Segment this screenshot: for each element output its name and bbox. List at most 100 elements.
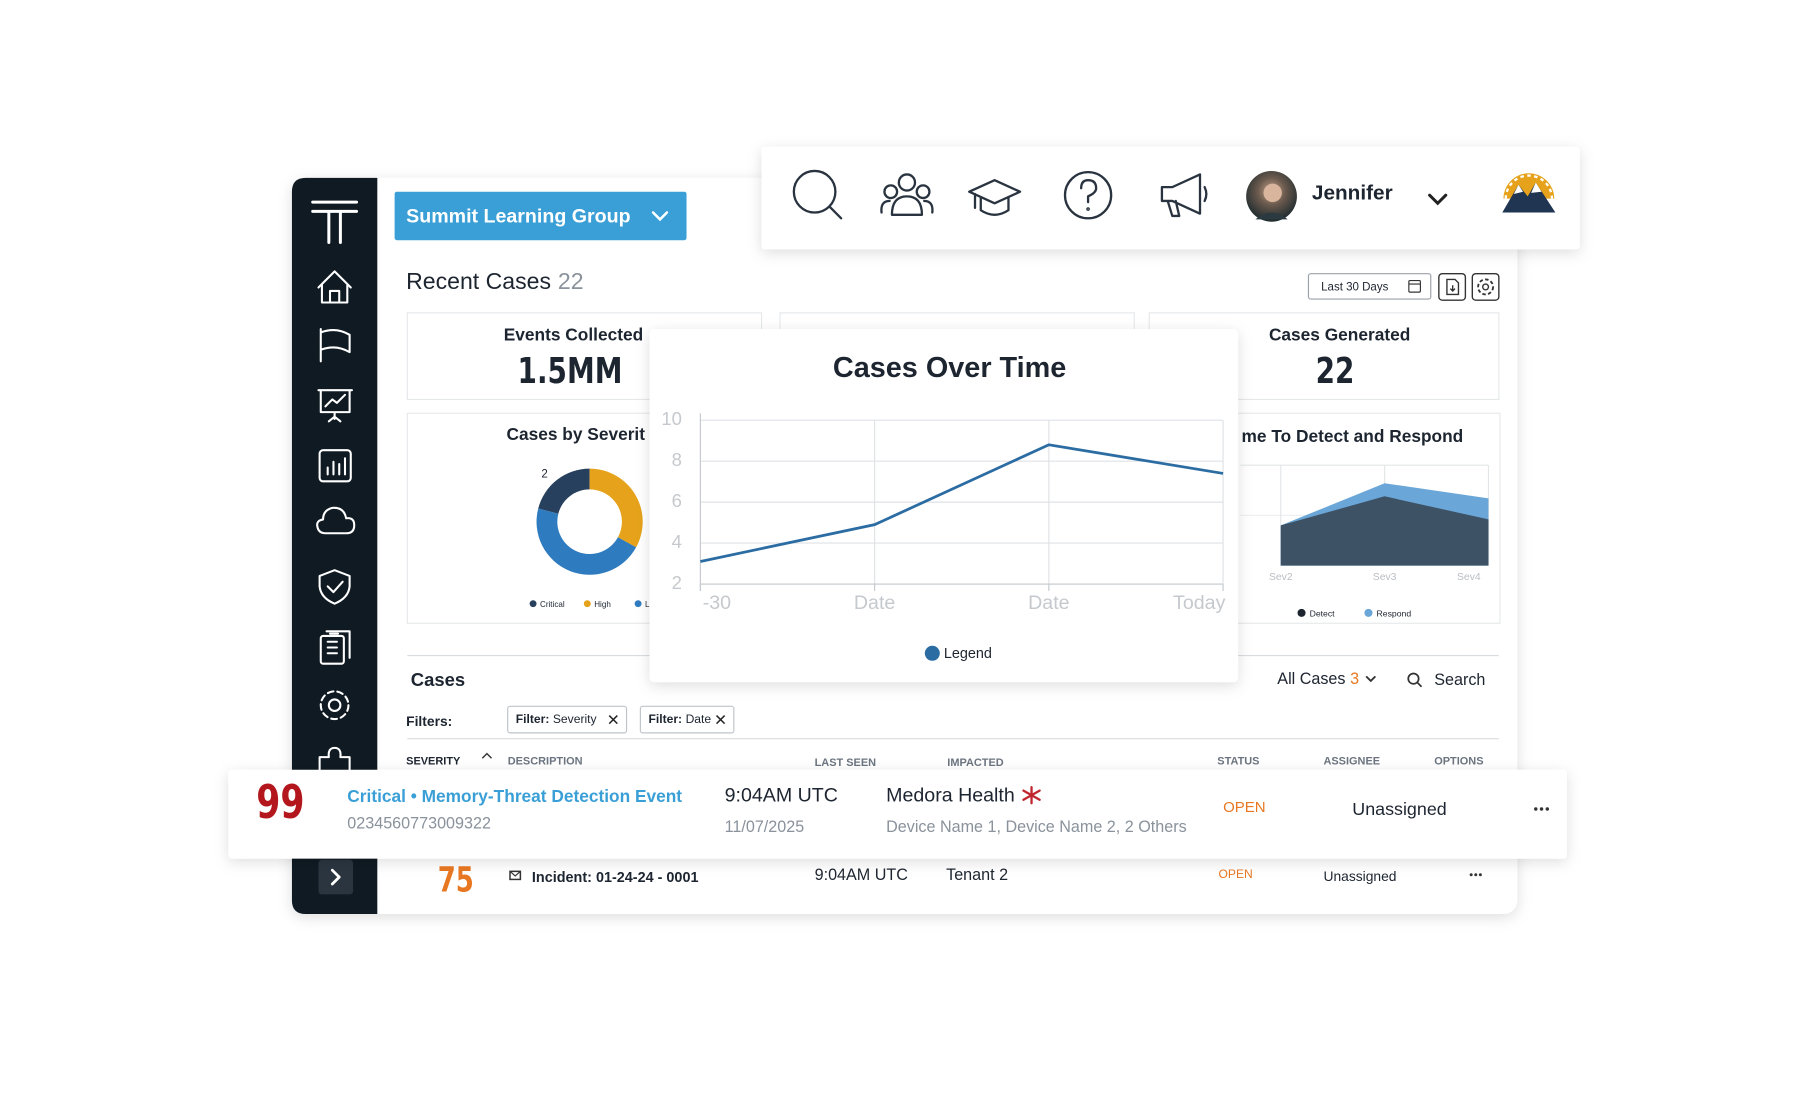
user-menu[interactable]: Jennifer [1246,170,1448,222]
export-button[interactable] [1438,272,1467,301]
filter-chip-part[interactable] [639,705,735,734]
nav-analytics[interactable] [318,449,352,483]
row-options-part[interactable] [1474,873,1478,877]
search-part[interactable] [1416,682,1423,688]
nav-settings[interactable] [319,690,350,721]
line-chart-card: Cases Over Time [649,329,1239,683]
impacted: Tenant 2 [946,866,1008,884]
date-range-part[interactable] [1408,280,1421,293]
settings-button[interactable] [1471,272,1500,301]
users-icon-part[interactable] [880,195,934,216]
search-icon-part[interactable] [792,169,837,214]
settings-button-part[interactable] [1477,278,1494,296]
legend-marker [1297,608,1306,617]
users-icon[interactable] [880,173,934,216]
nav-reports[interactable] [317,389,353,423]
org-selector[interactable]: Summit Learning Group [394,191,687,241]
search-part[interactable] [1407,672,1420,685]
nav-analytics-part[interactable] [318,449,352,483]
row-options-part[interactable] [1469,873,1473,877]
training-icon-part[interactable] [968,179,1022,216]
settings-button-part[interactable] [1481,283,1490,291]
org-selector-part[interactable] [394,191,687,241]
sidebar-toggle-part[interactable] [318,859,354,895]
row-options-part[interactable] [1478,873,1482,877]
announcements-icon[interactable] [1160,173,1208,218]
nav-settings-part[interactable] [319,690,350,721]
nav-integrations-part[interactable] [318,746,351,772]
chart-title: Cases by Severit [507,424,646,444]
status: OPEN [1223,799,1266,816]
filter-chip[interactable]: Filter: Date [639,705,735,734]
legend-label: L [645,600,650,609]
column-header[interactable]: SEVERITY [406,756,461,768]
date-range-part[interactable] [1307,273,1432,300]
nav-home-part[interactable] [317,270,352,304]
line-chart: 2 4 6 8 10 -30 Date Date Today Legend [661,408,1225,662]
help-icon[interactable] [1063,170,1113,220]
search-icon[interactable] [792,169,843,220]
nav-security-part[interactable] [318,569,351,605]
brand-logo [1502,173,1556,213]
announcements-icon-part[interactable] [1160,173,1208,218]
y-tick-label: 6 [672,490,682,511]
filter-chip-part[interactable] [716,715,726,725]
y-tick-label: 8 [672,449,682,470]
search-icon-part[interactable] [828,205,843,220]
row-options-part[interactable] [1539,807,1544,811]
help-icon-part[interactable] [1063,170,1113,220]
threat-icon-part [1022,785,1041,805]
sidebar-toggle-part[interactable] [330,868,341,886]
nav-cases-part[interactable] [325,630,351,659]
legend-label: Critical [540,600,565,609]
user-menu-part[interactable] [1255,212,1288,220]
legend-label: Respond [1377,608,1412,618]
nav-analytics-part[interactable] [326,457,347,476]
donut-slice [536,508,637,575]
case-row-part[interactable] [509,870,522,881]
row-options-part[interactable] [1534,807,1538,811]
search[interactable]: Search [1407,671,1485,689]
filter-chip-part[interactable] [608,715,618,725]
case-row-highlight[interactable]: 99 Critical • Memory-Threat Detection Ev… [228,769,1567,859]
nav-cases-part[interactable] [319,634,345,665]
nav-reports-part[interactable] [317,389,353,423]
sidebar-toggle[interactable] [318,859,354,895]
row-options-part[interactable] [1545,807,1550,811]
users-icon-part[interactable] [915,184,931,200]
assignee: Unassigned [1323,868,1396,884]
nav-flag[interactable] [319,328,351,363]
row-options[interactable] [1534,807,1550,811]
user-menu-part[interactable] [1428,193,1448,206]
help-icon-part[interactable] [1086,207,1090,211]
user-menu-part[interactable] [1263,183,1282,203]
users-icon-part[interactable] [897,173,917,192]
view-selector-part[interactable] [1365,675,1377,683]
case-row[interactable]: 75 Incident: 01-24-24 - 0001 9:04AM UTC … [438,861,1482,901]
column-header: DESCRIPTION [508,756,583,768]
nav-cases[interactable] [319,630,351,665]
org-selector-part[interactable] [651,211,669,222]
nav-cloud-part[interactable] [316,506,356,535]
export-button-part[interactable] [1446,278,1460,296]
case-count: 22 [558,268,584,294]
nav-cloud[interactable] [316,506,356,535]
date-range[interactable]: Last 30 Days [1307,273,1432,300]
nav-flag-part[interactable] [319,328,351,363]
nav-home[interactable] [317,270,352,304]
nav-security[interactable] [318,569,351,605]
brand-logo-part [1502,182,1556,213]
nav-integrations[interactable] [318,746,351,772]
view-selector[interactable]: All Cases 3 [1277,670,1377,688]
y-tick-label: 4 [672,531,682,552]
help-icon-part[interactable] [1079,179,1098,204]
filter-chip[interactable]: Filter: Severity [507,705,628,734]
case-row-part[interactable] [509,870,521,877]
nav-settings-part[interactable] [327,698,342,712]
filter-chip-part[interactable] [507,705,628,734]
case-row-highlight-part[interactable] [228,769,1567,859]
users-icon-part[interactable] [883,184,899,200]
training-icon[interactable] [968,179,1022,216]
row-options[interactable] [1469,873,1482,877]
settings-button-part[interactable] [1471,272,1500,301]
